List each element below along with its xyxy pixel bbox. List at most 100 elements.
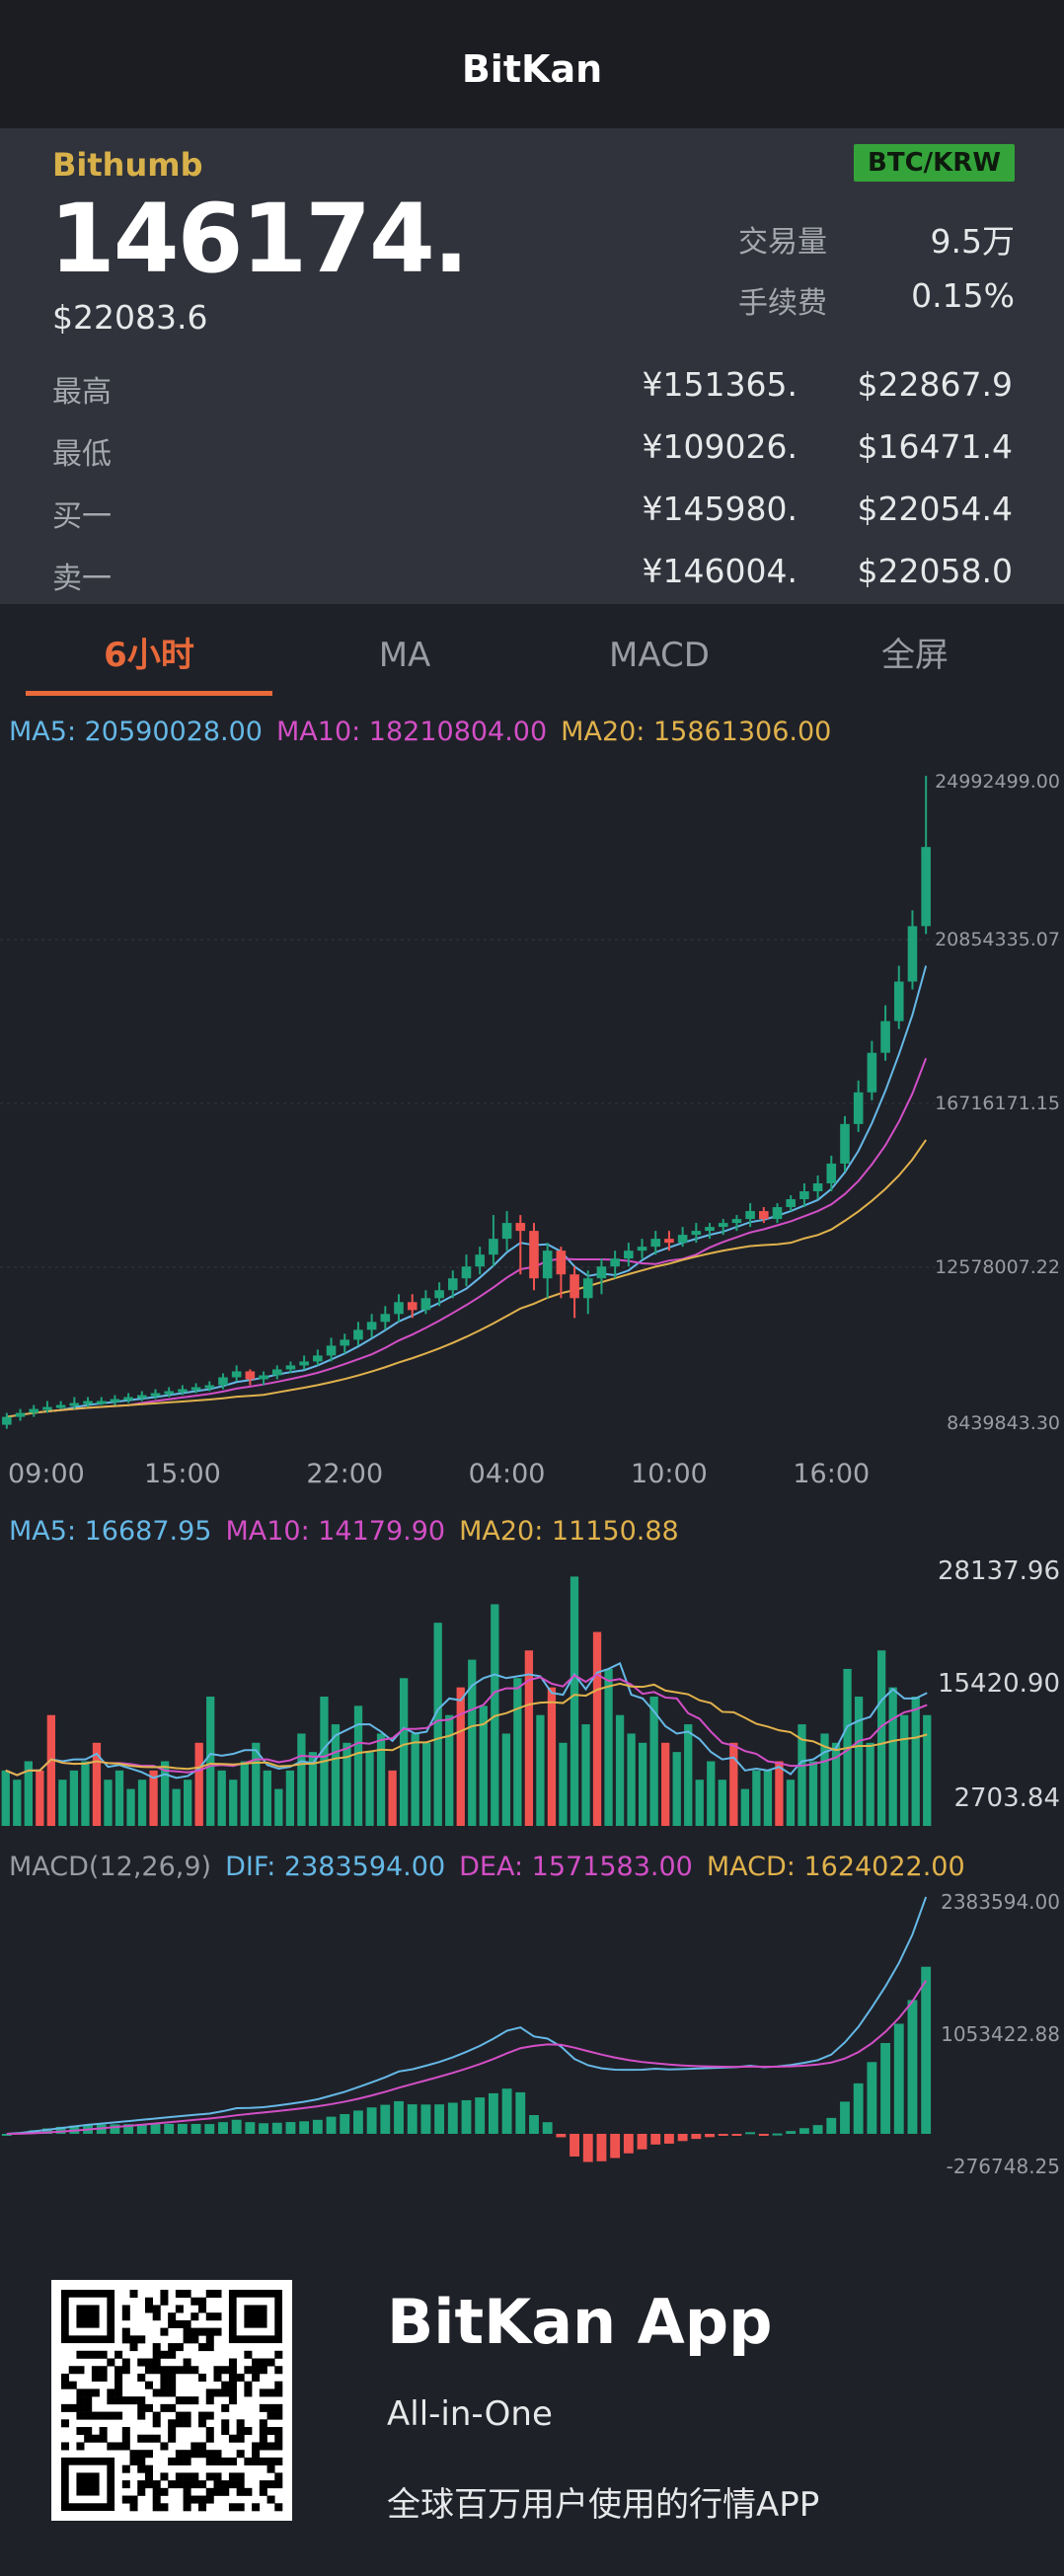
candle xyxy=(178,1389,188,1393)
price-ma5-value: MA5: 20590028.00 xyxy=(9,717,263,747)
volume-bar xyxy=(923,1714,932,1826)
macd-macd-value: MACD: 1624022.00 xyxy=(706,1852,965,1882)
macd-legend: MACD(12,26,9) DIF: 2383594.00 DEA: 1571583… xyxy=(9,1852,979,1882)
macd-histogram-bar xyxy=(340,2113,350,2134)
volume-bar xyxy=(911,1697,920,1826)
tab-6h[interactable]: 6小时 xyxy=(104,636,194,675)
volume-bar xyxy=(399,1678,409,1826)
last-price-usd: $22083.6 xyxy=(52,298,208,337)
macd-histogram-bar xyxy=(204,2124,215,2134)
volume-bar xyxy=(501,1733,510,1826)
macd-histogram-bar xyxy=(826,2117,837,2134)
app-header: BitKan xyxy=(0,0,1064,128)
volume-bar xyxy=(194,1742,203,1826)
macd-histogram-bar xyxy=(772,2133,783,2136)
macd-histogram-bar xyxy=(271,2122,282,2134)
candle xyxy=(745,1211,755,1220)
volume-bar xyxy=(58,1780,67,1826)
candle xyxy=(907,926,918,982)
dea-line xyxy=(6,1980,927,2135)
macd-histogram-bar xyxy=(123,2124,134,2134)
macd-histogram-bar xyxy=(55,2126,66,2134)
volume-bar xyxy=(36,1770,44,1826)
candle xyxy=(380,1314,391,1323)
bid-usd: $22054.4 xyxy=(857,490,1013,528)
macd-histogram-bar xyxy=(150,2123,161,2134)
volume-bar xyxy=(718,1780,726,1826)
volume-bar xyxy=(274,1788,283,1826)
ma10-line xyxy=(6,1057,928,1418)
candle xyxy=(610,1258,620,1267)
volume-bar xyxy=(570,1576,579,1826)
volume-bar xyxy=(445,1714,454,1826)
macd-histogram-bar xyxy=(501,2088,512,2134)
macd-histogram-bar xyxy=(312,2119,323,2134)
candle xyxy=(420,1298,431,1311)
candle xyxy=(691,1231,702,1236)
volume-bar xyxy=(149,1770,158,1826)
macd-histogram-bar xyxy=(299,2121,310,2134)
candle xyxy=(340,1339,350,1346)
volume-bar xyxy=(684,1724,693,1826)
time-axis-label: 15:00 xyxy=(144,1459,221,1489)
pair-badge[interactable]: BTC/KRW xyxy=(854,144,1015,182)
macd-chart[interactable]: 2383594.00 1053422.88 -276748.25 xyxy=(0,1887,1064,2181)
macd-axis-label: 1053422.88 xyxy=(941,2022,1060,2046)
macd-histogram-bar xyxy=(745,2132,756,2135)
volume-axis-label: 28137.96 xyxy=(938,1556,1060,1586)
macd-histogram-bar xyxy=(218,2122,228,2134)
candle xyxy=(137,1395,147,1399)
volume-bar xyxy=(592,1631,602,1826)
volume-bar xyxy=(786,1780,796,1826)
volume-bar xyxy=(763,1770,773,1826)
qr-code-icon[interactable] xyxy=(51,2280,292,2521)
macd-histogram-bar xyxy=(353,2110,363,2134)
high-label: 最高 xyxy=(52,375,112,410)
macd-histogram-bar xyxy=(177,2123,188,2134)
macd-histogram-bar xyxy=(475,2097,486,2134)
volume-bar xyxy=(263,1770,271,1826)
volume-bar xyxy=(376,1733,386,1826)
candle xyxy=(110,1399,120,1402)
macd-histogram-bar xyxy=(394,2100,404,2134)
tab-fullscreen[interactable]: 全屏 xyxy=(881,636,949,675)
time-axis-label: 04:00 xyxy=(469,1459,546,1489)
volume-axis-label: 15420.90 xyxy=(938,1669,1060,1699)
volume-bar xyxy=(365,1752,374,1826)
ticker-panel: Bithumb BTC/KRW 146174. $22083.6 交易量 9.5… xyxy=(0,128,1064,604)
volume-bar xyxy=(353,1705,363,1826)
candle xyxy=(164,1391,174,1395)
macd-histogram-bar xyxy=(326,2116,337,2134)
macd-histogram-bar xyxy=(285,2122,296,2134)
candle xyxy=(55,1404,66,1408)
candle xyxy=(231,1371,242,1378)
macd-histogram-bar xyxy=(786,2131,797,2134)
volume-bar xyxy=(876,1650,886,1826)
candle xyxy=(664,1239,674,1244)
volume-bar xyxy=(69,1770,79,1826)
tab-macd[interactable]: MACD xyxy=(609,636,710,675)
macd-histogram-bar xyxy=(380,2104,391,2134)
price-axis-label: 8439843.30 xyxy=(947,1412,1060,1434)
volume-bar xyxy=(206,1697,215,1826)
tab-ma[interactable]: MA xyxy=(378,636,431,675)
candlestick-chart[interactable]: 24992499.00 20854335.07 16716171.15 1257800… xyxy=(0,760,1064,1510)
candle xyxy=(123,1397,133,1401)
volume-bar xyxy=(126,1788,135,1826)
candle xyxy=(69,1402,80,1406)
volume-bar xyxy=(240,1761,249,1826)
candle xyxy=(299,1361,309,1366)
low-usd: $16471.4 xyxy=(857,427,1013,466)
dif-line xyxy=(6,1896,928,2135)
time-axis-label: 16:00 xyxy=(793,1459,870,1489)
macd-histogram-bar xyxy=(259,2123,268,2134)
volume-bar xyxy=(513,1678,522,1826)
macd-histogram-bar xyxy=(610,2134,621,2159)
volume-chart[interactable]: 28137.96 15420.90 2703.84 xyxy=(0,1553,1064,1840)
macd-histogram-bar xyxy=(637,2134,647,2150)
volume-ma10-line xyxy=(5,1673,928,1777)
volume-ma-legend: MA5: 16687.95 MA10: 14179.90 MA20: 11150.8… xyxy=(9,1516,693,1547)
macd-histogram-bar xyxy=(231,2119,242,2134)
volume-bar xyxy=(672,1752,681,1826)
time-axis-label: 09:00 xyxy=(8,1459,85,1489)
